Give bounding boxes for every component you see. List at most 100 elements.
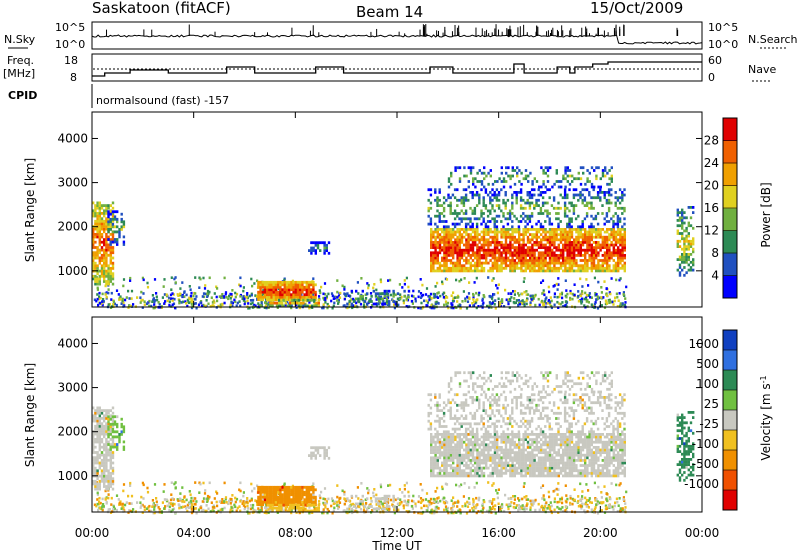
power-cell	[103, 267, 105, 270]
velocity-cell	[257, 507, 259, 510]
power-cell	[531, 264, 533, 267]
power-cell	[535, 294, 537, 297]
power-cell	[571, 204, 573, 207]
power-cell	[608, 210, 610, 213]
power-cell	[566, 238, 568, 241]
power-cell	[103, 272, 105, 275]
power-cell	[492, 267, 494, 270]
power-cell	[597, 236, 599, 239]
power-cell	[611, 177, 613, 180]
power-cell	[474, 254, 476, 257]
velocity-cell	[158, 506, 160, 509]
power-cell	[439, 295, 441, 298]
power-cell	[553, 196, 555, 199]
power-cell	[430, 202, 432, 205]
power-cell	[467, 223, 469, 226]
power-cell	[566, 267, 568, 270]
power-cell	[679, 274, 681, 277]
power-cell	[591, 264, 593, 267]
power-cell	[595, 270, 597, 273]
power-cell	[604, 241, 606, 244]
power-cell	[275, 283, 277, 286]
power-cell	[595, 177, 597, 180]
velocity-cell	[597, 486, 599, 489]
velocity-cell	[492, 507, 494, 510]
power-cell	[575, 270, 577, 273]
power-cell	[564, 215, 566, 218]
power-cell	[379, 292, 381, 295]
velocity-cell	[540, 486, 542, 489]
power-cell	[214, 292, 216, 295]
power-cell	[690, 269, 692, 272]
power-cell	[481, 246, 483, 249]
power-cell	[681, 237, 683, 240]
power-cell	[501, 180, 503, 183]
power-cell	[324, 297, 326, 300]
power-cell	[474, 262, 476, 265]
power-cell	[540, 223, 542, 226]
power-cell	[226, 296, 228, 299]
velocity-cell	[231, 506, 233, 509]
power-cell	[679, 271, 681, 274]
power-cell	[556, 296, 558, 299]
power-cell	[472, 249, 474, 252]
velocity-cell	[264, 506, 266, 509]
power-cell	[575, 204, 577, 207]
power-cell	[314, 296, 316, 299]
velocity-cell	[512, 495, 514, 498]
power-cell	[351, 290, 353, 293]
velocity-cell	[585, 483, 587, 486]
power-cell	[139, 296, 141, 299]
power-cell	[525, 251, 527, 254]
power-cell	[615, 204, 617, 207]
power-cell	[459, 267, 461, 270]
power-cell	[518, 238, 520, 241]
power-cell	[602, 296, 604, 299]
power-cell	[677, 224, 679, 227]
power-cell	[608, 254, 610, 257]
power-cell	[522, 236, 524, 239]
power-cell	[275, 286, 277, 289]
power-cell	[216, 300, 218, 303]
power-cell	[456, 251, 458, 254]
power-cell	[312, 277, 314, 280]
velocity-cell	[368, 489, 370, 492]
power-cell	[525, 175, 527, 178]
power-cell	[514, 231, 516, 234]
power-cell	[547, 262, 549, 265]
power-cell	[566, 233, 568, 236]
power-cell	[584, 257, 586, 260]
power-cell	[595, 251, 597, 254]
velocity-cell	[464, 482, 466, 485]
power-cell	[494, 210, 496, 213]
power-cell	[492, 238, 494, 241]
power-cell	[481, 244, 483, 247]
power-cell	[527, 251, 529, 254]
noise-search-label: N.Search	[748, 33, 798, 46]
power-cell	[623, 293, 625, 296]
power-cell	[491, 217, 493, 220]
power-cell	[496, 233, 498, 236]
power-cell	[564, 191, 566, 194]
power-cell	[494, 303, 496, 306]
power-cell	[123, 220, 125, 223]
power-cell	[430, 233, 432, 236]
velocity-cell	[455, 484, 457, 487]
power-cell	[487, 215, 489, 218]
power-cell	[692, 250, 694, 253]
power-cell	[560, 257, 562, 260]
velocity-cell	[181, 500, 183, 503]
power-cell	[375, 295, 377, 298]
velocity-cell	[221, 501, 223, 504]
power-cell	[613, 251, 615, 254]
power-cell	[476, 254, 478, 257]
power-cell	[621, 191, 623, 194]
power-cell	[476, 246, 478, 249]
power-cell	[388, 303, 390, 306]
power-cell	[476, 249, 478, 252]
power-cell	[565, 296, 567, 299]
power-cell	[105, 264, 107, 267]
power-cell	[479, 180, 481, 183]
power-cell	[509, 177, 511, 180]
velocity-cell	[412, 507, 414, 510]
